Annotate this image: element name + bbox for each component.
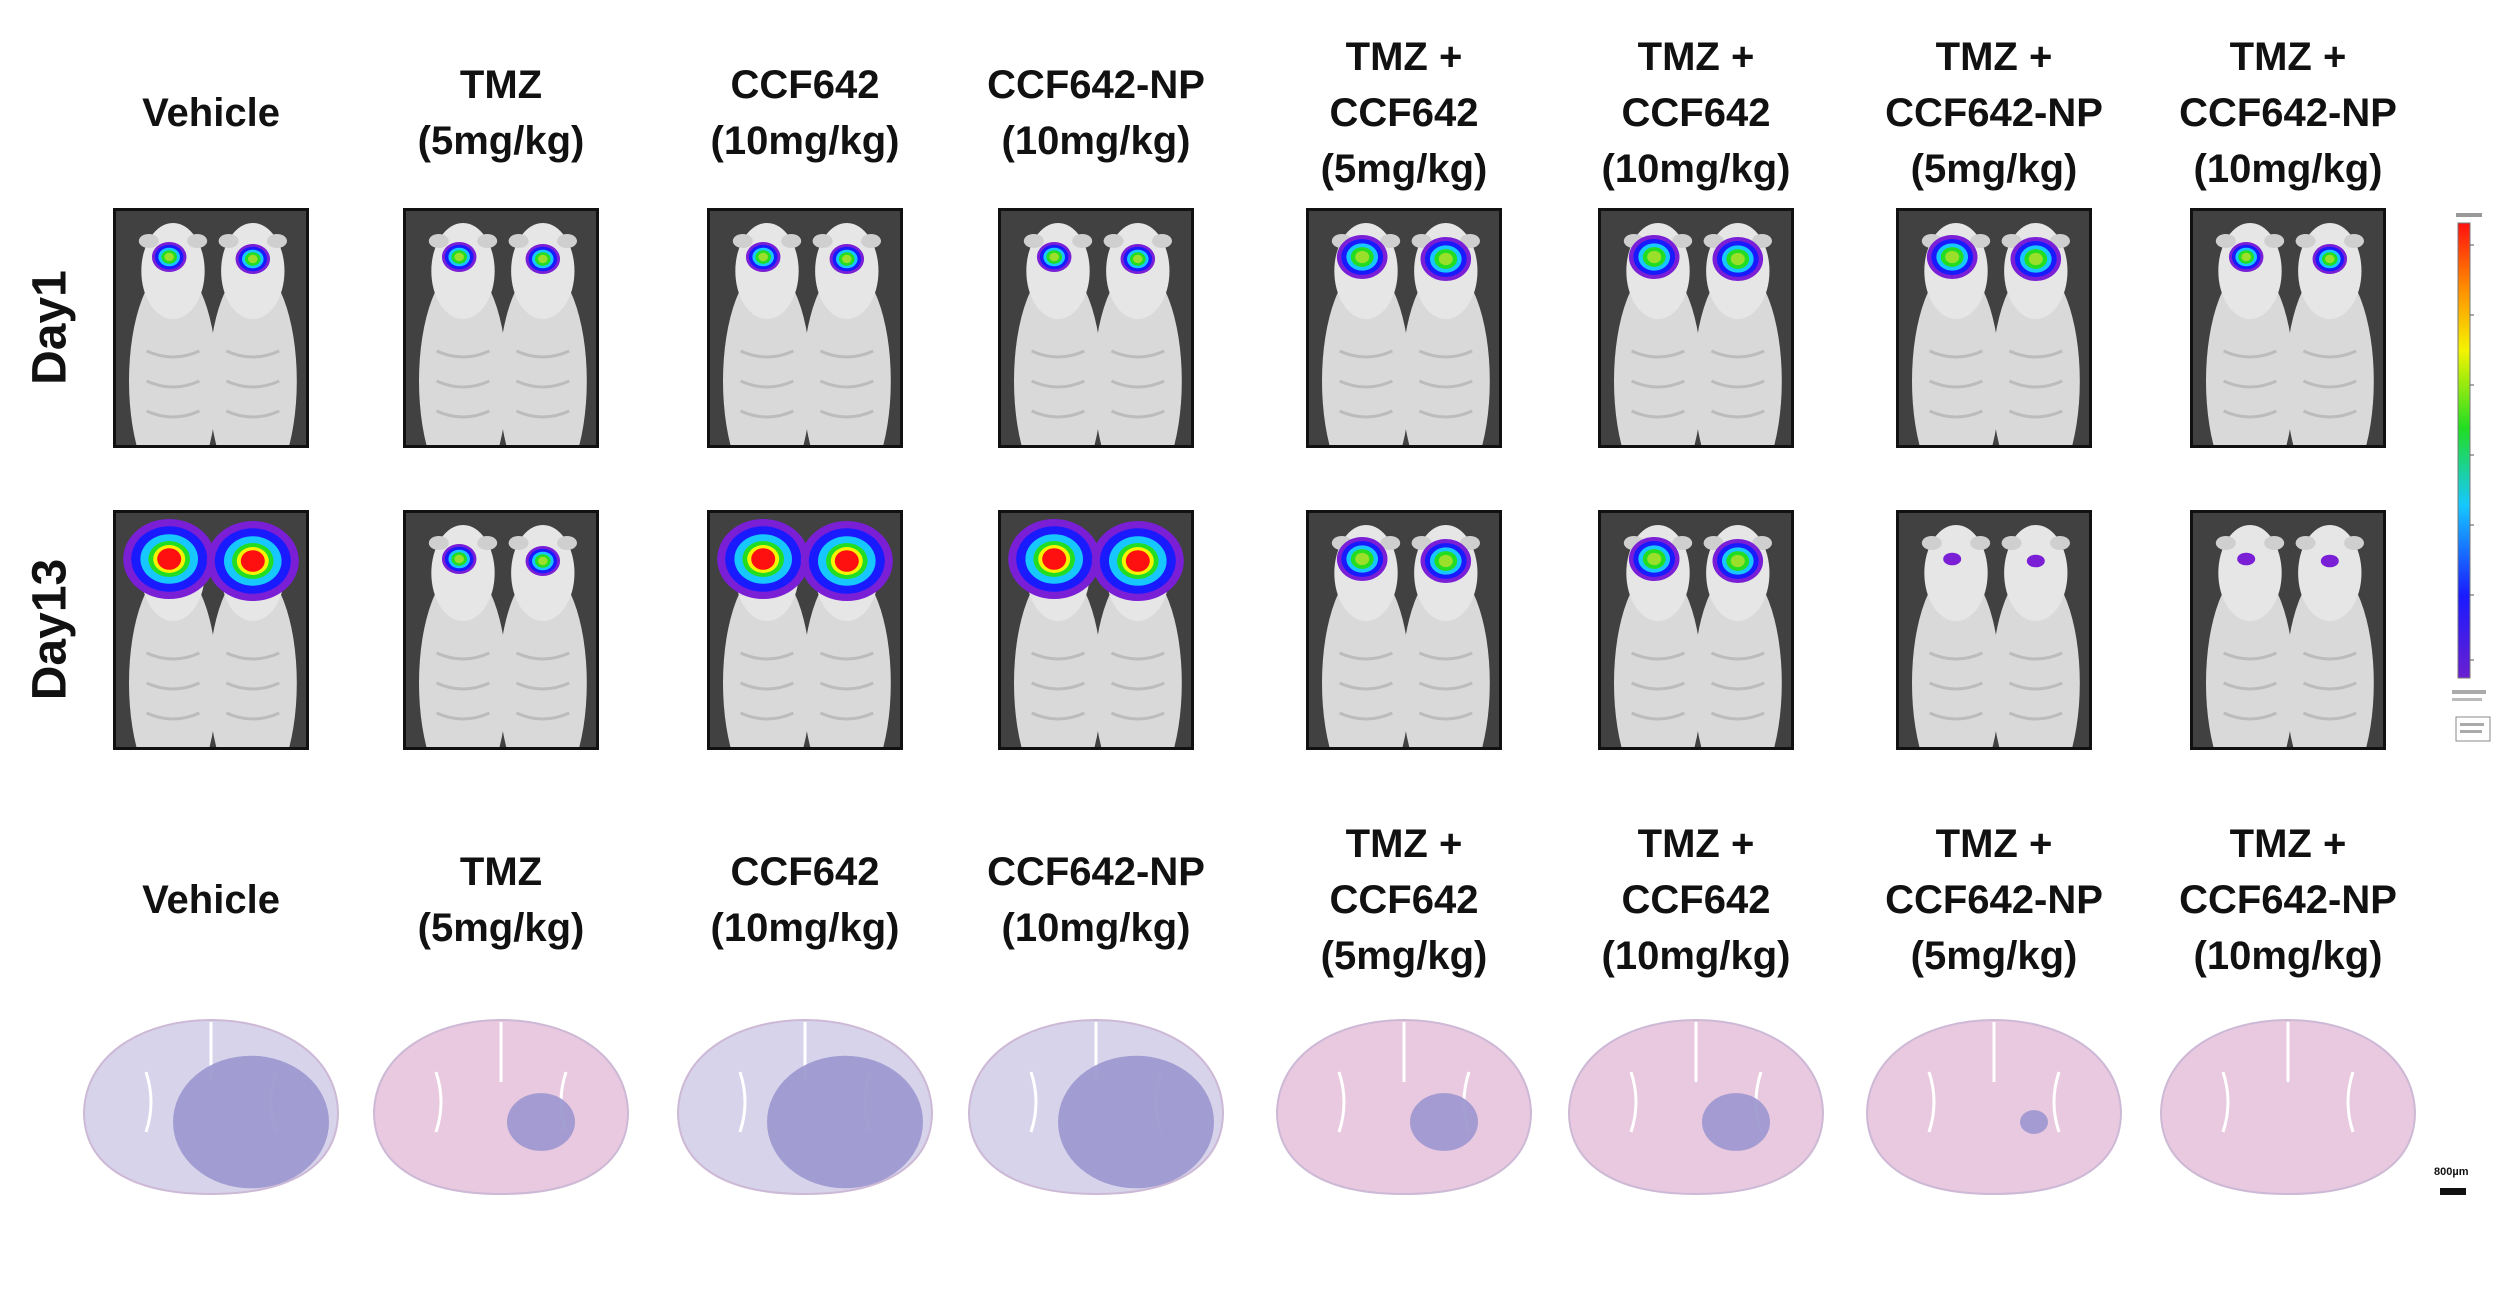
top-group-label-line: (5mg/kg) <box>417 119 585 163</box>
ivis-panel-day13-7 <box>1896 510 2092 750</box>
top-group-label-4: CCF642-NP (10mg/kg) <box>966 57 1226 169</box>
top-group-label-line: (10mg/kg) <box>1601 147 1791 191</box>
bottom-group-label-6: TMZ + CCF642 (10mg/kg) <box>1566 816 1826 984</box>
ivis-panel-day1-3 <box>707 208 903 448</box>
top-group-label-5: TMZ + CCF642 (5mg/kg) <box>1274 29 1534 197</box>
histology-slice-4 <box>961 1012 1231 1207</box>
ivis-panel-day13-5 <box>1306 510 1502 750</box>
top-group-label-line: CCF642 <box>730 63 880 107</box>
top-group-label-line: TMZ + <box>1935 35 2053 79</box>
histology-slice-6 <box>1561 1012 1831 1207</box>
top-group-label-line: CCF642-NP <box>987 63 1205 107</box>
ivis-panel-day13-1 <box>113 510 309 750</box>
bottom-group-label-line: (10mg/kg) <box>1001 906 1191 950</box>
bottom-group-label-line: TMZ <box>459 850 543 894</box>
histology-slice-7 <box>1859 1012 2129 1207</box>
top-group-label-line: (10mg/kg) <box>710 119 900 163</box>
ivis-panel-day1-5 <box>1306 208 1502 448</box>
bottom-group-label-line: (5mg/kg) <box>1320 934 1488 978</box>
top-group-label-line: (10mg/kg) <box>1001 119 1191 163</box>
row-label-day13: Day13 <box>23 558 77 701</box>
histology-slice-8 <box>2153 1012 2423 1207</box>
bottom-group-label-1: Vehicle <box>81 872 341 928</box>
top-group-label-line: CCF642-NP <box>2179 91 2397 135</box>
bottom-group-label-line: TMZ + <box>1345 822 1463 866</box>
ivis-panel-day13-8 <box>2190 510 2386 750</box>
bottom-group-label-line: TMZ + <box>1935 822 2053 866</box>
bottom-group-label-line: TMZ + <box>1637 822 1755 866</box>
histology-slice-1 <box>76 1012 346 1207</box>
scale-bar-label: 800µm <box>2434 1166 2469 1178</box>
top-group-label-line: CCF642-NP <box>1885 91 2103 135</box>
ivis-panel-day13-6 <box>1598 510 1794 750</box>
histology-slice-2 <box>366 1012 636 1207</box>
top-group-label-line: (5mg/kg) <box>1320 147 1488 191</box>
colorbar-legend <box>2452 213 2491 742</box>
bottom-group-label-line: CCF642-NP <box>2179 878 2397 922</box>
top-group-label-line: CCF642 <box>1329 91 1479 135</box>
histology-slice-5 <box>1269 1012 1539 1207</box>
bottom-group-label-line: TMZ + <box>2229 822 2347 866</box>
row-label-day1: Day1 <box>23 270 77 385</box>
bottom-group-label-line: (5mg/kg) <box>1910 934 2078 978</box>
bottom-group-label-2: TMZ (5mg/kg) <box>371 844 631 956</box>
bottom-group-label-line: (10mg/kg) <box>1601 934 1791 978</box>
bottom-group-label-line: (5mg/kg) <box>417 906 585 950</box>
bottom-group-label-line: (10mg/kg) <box>710 906 900 950</box>
ivis-panel-day1-7 <box>1896 208 2092 448</box>
bottom-group-label-3: CCF642 (10mg/kg) <box>675 844 935 956</box>
bottom-group-label-4: CCF642-NP (10mg/kg) <box>966 844 1226 956</box>
bottom-group-label-line: CCF642 <box>1621 878 1771 922</box>
ivis-panel-day1-2 <box>403 208 599 448</box>
top-group-label-3: CCF642 (10mg/kg) <box>675 57 935 169</box>
top-group-label-line: Vehicle <box>142 91 280 135</box>
bottom-group-label-line: CCF642-NP <box>1885 878 2103 922</box>
top-group-label-2: TMZ (5mg/kg) <box>371 57 631 169</box>
top-group-label-line: TMZ + <box>2229 35 2347 79</box>
top-group-label-line: CCF642 <box>1621 91 1771 135</box>
ivis-panel-day1-1 <box>113 208 309 448</box>
top-group-label-1: Vehicle <box>81 85 341 141</box>
top-group-label-line: (10mg/kg) <box>2193 147 2383 191</box>
ivis-panel-day13-2 <box>403 510 599 750</box>
bottom-group-label-line: Vehicle <box>142 878 280 922</box>
scale-bar <box>2440 1188 2466 1195</box>
ivis-panel-day13-4 <box>998 510 1194 750</box>
top-group-label-7: TMZ + CCF642-NP (5mg/kg) <box>1864 29 2124 197</box>
histology-slice-3 <box>670 1012 940 1207</box>
bottom-group-label-line: CCF642-NP <box>987 850 1205 894</box>
top-group-label-8: TMZ + CCF642-NP (10mg/kg) <box>2158 29 2418 197</box>
bottom-group-label-5: TMZ + CCF642 (5mg/kg) <box>1274 816 1534 984</box>
top-group-label-line: (5mg/kg) <box>1910 147 2078 191</box>
ivis-panel-day1-8 <box>2190 208 2386 448</box>
bottom-group-label-7: TMZ + CCF642-NP (5mg/kg) <box>1864 816 2124 984</box>
bottom-group-label-line: (10mg/kg) <box>2193 934 2383 978</box>
bottom-group-label-line: CCF642 <box>730 850 880 894</box>
top-group-label-6: TMZ + CCF642 (10mg/kg) <box>1566 29 1826 197</box>
ivis-panel-day1-6 <box>1598 208 1794 448</box>
ivis-panel-day13-3 <box>707 510 903 750</box>
top-group-label-line: TMZ + <box>1345 35 1463 79</box>
top-group-label-line: TMZ <box>459 63 543 107</box>
bottom-group-label-8: TMZ + CCF642-NP (10mg/kg) <box>2158 816 2418 984</box>
top-group-label-line: TMZ + <box>1637 35 1755 79</box>
bottom-group-label-line: CCF642 <box>1329 878 1479 922</box>
ivis-panel-day1-4 <box>998 208 1194 448</box>
